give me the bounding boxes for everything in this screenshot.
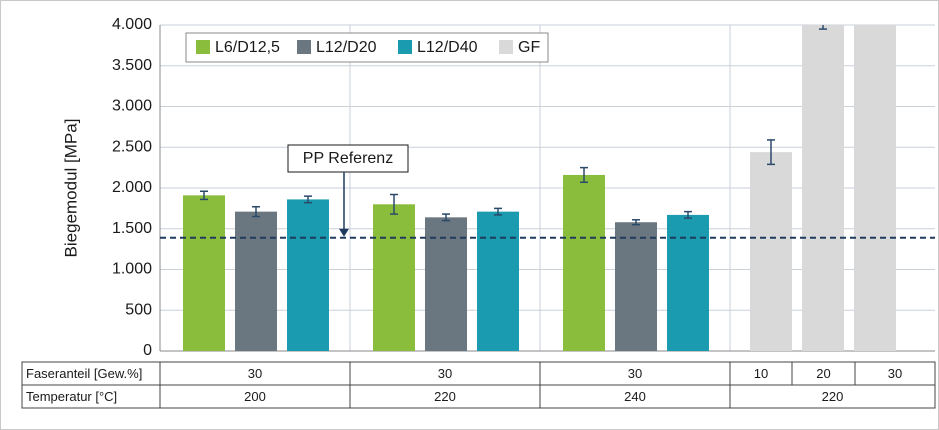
bar bbox=[183, 195, 225, 351]
bar bbox=[667, 214, 709, 351]
y-axis-label: Biegemodul [MPa] bbox=[61, 119, 80, 258]
legend-swatch bbox=[196, 40, 210, 54]
bar bbox=[615, 222, 657, 351]
arrow-head bbox=[339, 228, 349, 237]
y-tick-label: 1.500 bbox=[112, 220, 152, 237]
bar bbox=[235, 211, 277, 351]
legend-swatch bbox=[499, 40, 513, 54]
legend-swatch bbox=[297, 40, 311, 54]
table-cell-text: 200 bbox=[244, 389, 266, 404]
legend-label: GF bbox=[518, 39, 540, 56]
bar bbox=[563, 174, 605, 351]
bar bbox=[750, 152, 792, 351]
table-cell-text: 30 bbox=[438, 366, 452, 381]
y-tick-label: 2.500 bbox=[112, 138, 152, 155]
annotation-box bbox=[287, 144, 409, 173]
table-cell-text: 30 bbox=[248, 366, 262, 381]
table-cell-text: 240 bbox=[624, 389, 646, 404]
bar bbox=[854, 25, 896, 351]
y-tick-label: 2.000 bbox=[112, 179, 152, 196]
legend-box bbox=[185, 32, 549, 63]
legend-swatch bbox=[398, 40, 412, 54]
annotation: PP Referenz bbox=[303, 150, 393, 167]
bar bbox=[425, 217, 467, 351]
table-cell-text: 220 bbox=[434, 389, 456, 404]
bar bbox=[287, 199, 329, 351]
y-tick-label: 3.000 bbox=[112, 98, 152, 115]
bar bbox=[373, 204, 415, 351]
y-tick-label: 3.500 bbox=[112, 57, 152, 74]
legend-label: L6/D12,5 bbox=[215, 39, 280, 56]
table-row-label: Temperatur [°C] bbox=[26, 389, 117, 404]
table-cell-text: 30 bbox=[888, 366, 902, 381]
table-cell-text: 30 bbox=[628, 366, 642, 381]
bar bbox=[477, 211, 519, 351]
legend-label: L12/D40 bbox=[417, 39, 478, 56]
table-cell-text: 10 bbox=[754, 366, 768, 381]
table-row-label: Faseranteil [Gew.%] bbox=[26, 366, 142, 381]
table-cell-text: 220 bbox=[822, 389, 844, 404]
y-tick-label: 1.000 bbox=[112, 261, 152, 278]
bar bbox=[802, 25, 844, 351]
table-cell-text: 20 bbox=[816, 366, 830, 381]
y-tick-label: 500 bbox=[125, 301, 152, 318]
legend-label: L12/D20 bbox=[316, 39, 377, 56]
y-tick-label: 0 bbox=[143, 342, 152, 359]
table-cell bbox=[729, 384, 936, 409]
y-tick-label: 4.000 bbox=[112, 16, 152, 33]
